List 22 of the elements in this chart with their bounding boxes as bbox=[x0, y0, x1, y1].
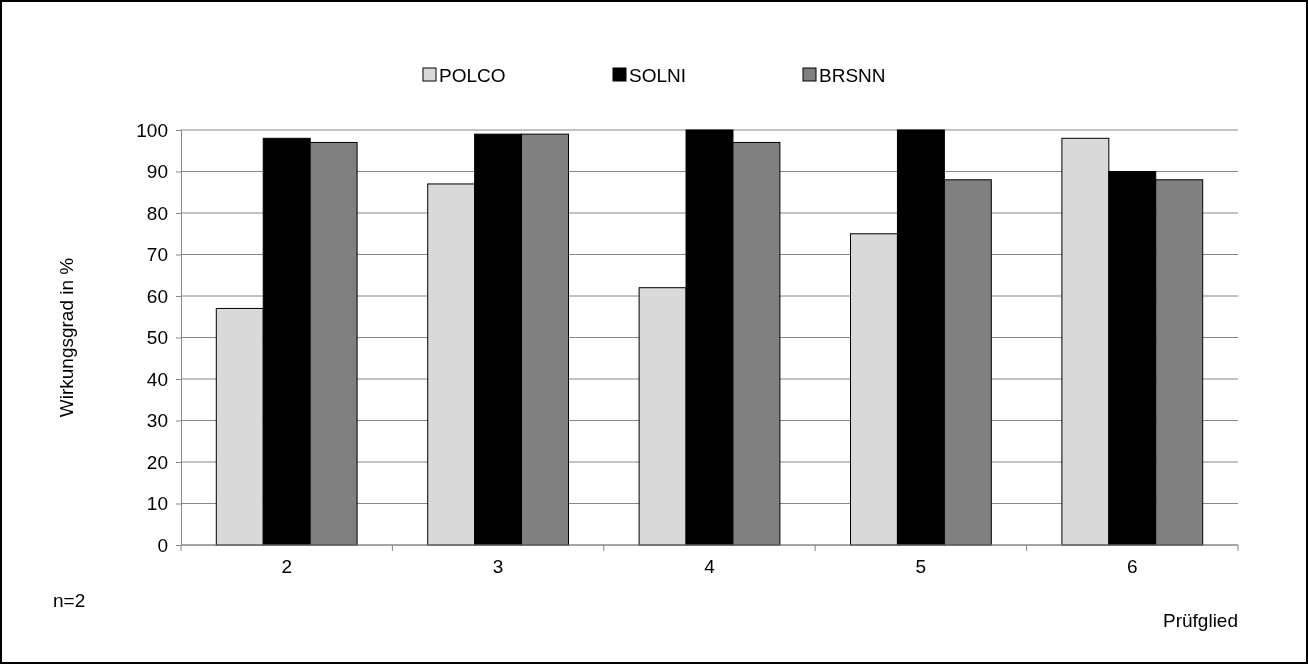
text: n=2 bbox=[53, 590, 86, 611]
x-tick-label: 4 bbox=[704, 556, 716, 577]
x-tick-label: 3 bbox=[492, 556, 504, 577]
legend-label: SOLNI bbox=[629, 65, 687, 86]
y-tick-label: 10 bbox=[146, 493, 168, 515]
y-tick-label: 30 bbox=[146, 410, 168, 432]
x-axis-title: Prüfglied bbox=[1163, 610, 1238, 631]
y-tick-label: 100 bbox=[136, 119, 168, 141]
legend-label: BRSNN bbox=[819, 65, 886, 86]
y-tick-label: 80 bbox=[146, 202, 168, 224]
x-tick-label: 2 bbox=[281, 556, 292, 577]
legend-label: POLCO bbox=[439, 65, 506, 86]
y-tick-label: 20 bbox=[146, 451, 168, 473]
x-tick-label: 6 bbox=[1127, 556, 1138, 577]
y-tick-label: 60 bbox=[146, 285, 168, 307]
y-axis-title: Wirkungsgrad in % bbox=[56, 257, 77, 418]
y-tick-label: 70 bbox=[146, 244, 168, 266]
y-tick-label: 50 bbox=[146, 327, 168, 349]
x-tick-label: 5 bbox=[915, 556, 927, 577]
y-tick-label: 40 bbox=[146, 368, 168, 390]
y-tick-label: 90 bbox=[146, 161, 168, 183]
y-tick-label: 0 bbox=[157, 534, 168, 556]
